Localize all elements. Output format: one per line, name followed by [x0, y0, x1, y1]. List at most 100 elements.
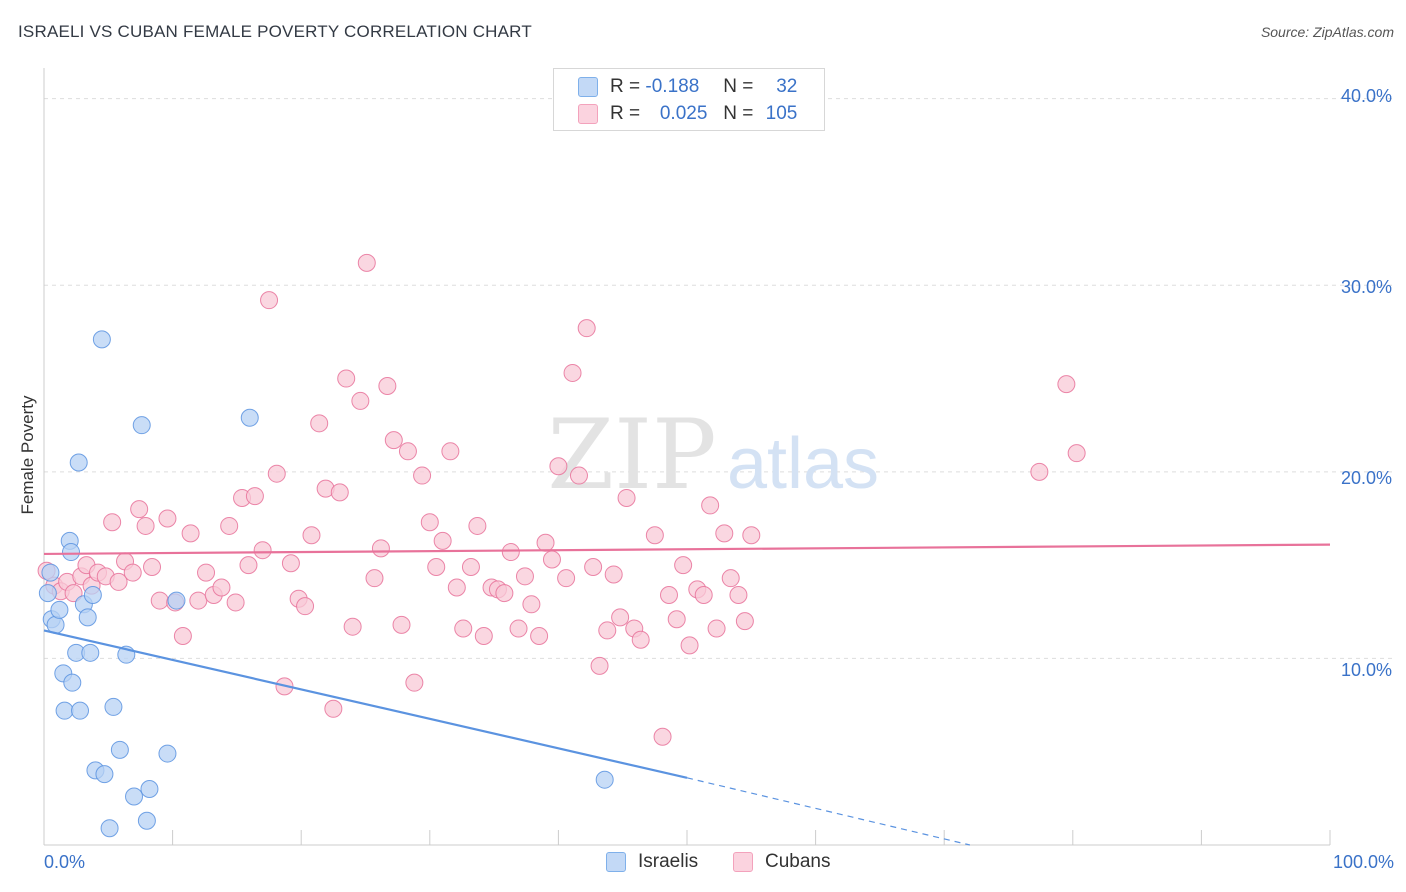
point-cubans-74 — [549, 457, 568, 476]
point-cubans-67 — [501, 543, 520, 562]
point-cubans-45 — [351, 391, 370, 410]
point-cubans-27 — [226, 593, 245, 612]
point-cubans-98 — [721, 569, 740, 588]
point-israelis-20 — [104, 697, 123, 716]
point-cubans-95 — [701, 496, 720, 515]
point-cubans-102 — [1030, 462, 1049, 481]
trendline-cubans — [43, 543, 1331, 556]
point-cubans-13 — [123, 563, 142, 582]
point-cubans-50 — [384, 431, 403, 450]
point-cubans-30 — [245, 487, 264, 506]
legend-box: R = -0.188 N = 32 R = 0.025 N = 105 — [553, 68, 825, 131]
watermark-atlas: atlas — [727, 424, 879, 504]
point-cubans-63 — [474, 627, 493, 646]
bottom-legend-label-cubans: Cubans — [765, 851, 831, 872]
point-israelis-26 — [140, 780, 159, 799]
trendlines — [43, 543, 1331, 846]
bottom-legend-swatch-israelis — [606, 852, 626, 872]
point-cubans-41 — [324, 699, 343, 718]
point-cubans-47 — [365, 569, 384, 588]
point-israelis-31 — [41, 563, 60, 582]
point-cubans-10 — [103, 513, 122, 532]
point-cubans-91 — [674, 556, 693, 575]
point-cubans-4 — [64, 584, 83, 603]
point-israelis-5 — [55, 701, 74, 720]
point-cubans-82 — [604, 565, 623, 584]
point-israelis-30 — [595, 770, 614, 789]
point-cubans-56 — [427, 557, 446, 576]
point-cubans-90 — [667, 610, 686, 629]
point-cubans-73 — [542, 550, 561, 569]
bottom-legend-cubans[interactable]: Cubans — [733, 851, 831, 873]
trendline-israelis — [43, 629, 688, 779]
point-cubans-80 — [590, 656, 609, 675]
point-cubans-18 — [158, 509, 177, 528]
point-cubans-55 — [420, 513, 439, 532]
point-cubans-52 — [398, 442, 417, 461]
point-cubans-62 — [468, 516, 487, 535]
point-israelis-24 — [132, 416, 151, 435]
point-cubans-22 — [189, 591, 208, 610]
point-cubans-33 — [267, 464, 286, 483]
trendline-israelis-extension — [686, 777, 971, 846]
chart-title: ISRAELI VS CUBAN FEMALE POVERTY CORRELAT… — [18, 22, 532, 41]
bottom-legend-label-israelis: Israelis — [638, 851, 699, 872]
point-cubans-43 — [337, 369, 356, 388]
point-cubans-75 — [557, 569, 576, 588]
watermark: ZIP atlas — [547, 399, 879, 511]
point-cubans-103 — [1057, 375, 1076, 394]
point-cubans-77 — [569, 466, 588, 485]
point-cubans-99 — [729, 585, 748, 604]
point-cubans-25 — [212, 578, 231, 597]
point-israelis-28 — [167, 591, 186, 610]
legend-r-value: -0.188 — [645, 76, 700, 97]
point-cubans-94 — [694, 585, 713, 604]
point-israelis-13 — [78, 608, 97, 627]
point-cubans-42 — [330, 483, 349, 502]
point-cubans-49 — [378, 377, 397, 395]
point-cubans-15 — [136, 516, 155, 535]
point-israelis-11 — [71, 701, 90, 720]
point-israelis-18 — [95, 765, 114, 784]
y-tick-label-20: 20.0% — [1340, 468, 1392, 488]
legend-row-cubans: R = 0.025 N = 105 — [578, 103, 797, 125]
legend-n-value: 32 — [776, 76, 798, 97]
point-cubans-29 — [239, 556, 258, 575]
point-cubans-88 — [653, 727, 672, 746]
point-cubans-14 — [130, 500, 149, 519]
point-israelis-8 — [63, 673, 82, 692]
point-cubans-32 — [260, 291, 279, 310]
y-axis-label: Female Poverty — [18, 395, 37, 515]
point-israelis-19 — [100, 819, 119, 838]
point-cubans-53 — [405, 673, 424, 692]
point-cubans-79 — [584, 557, 603, 576]
point-cubans-20 — [173, 627, 192, 646]
axes — [43, 68, 1331, 846]
point-cubans-44 — [343, 617, 362, 636]
legend-r-value: 0.025 — [659, 103, 708, 124]
point-cubans-35 — [281, 554, 300, 573]
chart-source: Source: ZipAtlas.com — [1260, 24, 1394, 40]
point-cubans-92 — [680, 636, 699, 655]
point-cubans-100 — [735, 612, 754, 631]
point-cubans-81 — [598, 621, 617, 640]
point-cubans-37 — [296, 597, 315, 616]
point-cubans-21 — [181, 524, 200, 543]
point-cubans-48 — [371, 539, 390, 558]
gridlines — [44, 98, 1394, 659]
point-cubans-38 — [302, 526, 321, 545]
legend-swatch-israelis — [578, 77, 598, 97]
point-israelis-0 — [38, 584, 57, 603]
bottom-legend-swatch-cubans — [733, 852, 753, 872]
point-cubans-58 — [441, 442, 460, 461]
y-tick-label-40: 40.0% — [1340, 86, 1392, 106]
point-cubans-31 — [253, 541, 272, 560]
bottom-legend-israelis[interactable]: Israelis — [606, 851, 698, 873]
point-cubans-17 — [150, 591, 169, 610]
point-cubans-16 — [143, 557, 162, 576]
point-israelis-10 — [69, 453, 88, 472]
point-cubans-89 — [659, 585, 678, 604]
legend-row-israelis: R = -0.188 N = 32 — [578, 76, 797, 98]
point-israelis-15 — [83, 585, 102, 604]
legend-swatch-cubans — [578, 104, 598, 124]
